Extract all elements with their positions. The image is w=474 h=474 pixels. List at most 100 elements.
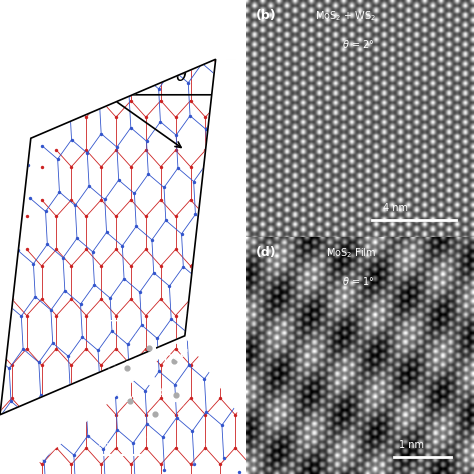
Point (8, 295, 16, 303)
Point (187, 417, 194, 424)
Point (130, 388, 137, 395)
Point (182, 332, 190, 339)
Point (136, 288, 144, 296)
Point (231, 146, 239, 154)
Point (140, 396, 147, 403)
Point (68, 262, 75, 270)
Point (157, 196, 164, 204)
Point (186, 318, 193, 326)
Point (131, 190, 138, 197)
Point (124, 447, 132, 455)
Point (157, 461, 164, 468)
Point (246, 64, 254, 71)
Point (162, 217, 170, 224)
Point (97, 97, 105, 104)
Point (202, 349, 210, 357)
Point (296, 206, 304, 214)
Point (121, 438, 128, 446)
Point (91, 369, 99, 376)
Point (112, 146, 120, 154)
Point (107, 388, 114, 396)
Point (125, 371, 132, 378)
Point (187, 262, 194, 270)
Point (261, 146, 269, 154)
Point (197, 309, 205, 317)
Point (263, 146, 271, 154)
Point (226, 21, 234, 28)
Text: FFT: FFT (95, 320, 118, 330)
Point (201, 440, 209, 448)
Point (217, 461, 224, 468)
Point (189, 310, 196, 318)
Point (50, 90, 58, 97)
Point (198, 419, 205, 426)
Point (143, 345, 150, 353)
Point (98, 331, 105, 338)
Point (66, 385, 74, 393)
Point (298, 239, 306, 246)
Point (183, 328, 191, 336)
Point (173, 321, 180, 329)
Point (82, 212, 90, 220)
Point (138, 321, 146, 329)
Point (49, 339, 56, 347)
Point (217, 361, 224, 369)
Point (110, 362, 118, 369)
Point (115, 176, 122, 184)
Point (187, 295, 194, 303)
Point (165, 426, 173, 433)
Point (261, 113, 269, 121)
Point (103, 353, 111, 361)
Point (93, 437, 101, 445)
Point (116, 445, 123, 452)
Point (68, 196, 75, 204)
Point (90, 410, 98, 418)
Point (231, 312, 239, 319)
Point (322, 134, 330, 142)
Point (100, 445, 107, 453)
Point (188, 416, 196, 423)
Point (192, 424, 200, 432)
Point (196, 399, 204, 406)
Point (115, 317, 122, 325)
Point (123, 364, 131, 371)
Point (246, 394, 254, 402)
Point (182, 382, 190, 389)
Point (257, 48, 265, 55)
Point (112, 345, 120, 352)
Point (97, 196, 105, 204)
Point (126, 397, 134, 404)
Point (187, 361, 194, 369)
Point (114, 411, 122, 419)
Point (107, 359, 114, 367)
Point (36, 109, 44, 117)
Point (109, 78, 117, 85)
Point (111, 452, 118, 460)
Point (142, 113, 150, 121)
Point (143, 137, 150, 145)
Point (97, 394, 105, 402)
Point (97, 262, 105, 270)
Point (156, 443, 164, 451)
Point (188, 424, 195, 431)
Point (112, 113, 120, 121)
Point (114, 426, 121, 433)
Point (142, 14, 150, 22)
Text: (b): (b) (255, 9, 276, 22)
Point (124, 341, 131, 348)
Point (173, 339, 180, 347)
Point (23, 411, 30, 419)
Polygon shape (0, 336, 185, 474)
Point (164, 323, 171, 330)
Point (336, 163, 343, 171)
Point (201, 459, 209, 467)
Point (82, 312, 90, 319)
Point (240, 1, 248, 9)
Point (133, 356, 141, 364)
Point (202, 354, 210, 362)
Point (132, 389, 140, 396)
Point (281, 192, 288, 200)
Point (135, 335, 143, 343)
Point (0, 450, 3, 457)
Point (145, 419, 152, 427)
